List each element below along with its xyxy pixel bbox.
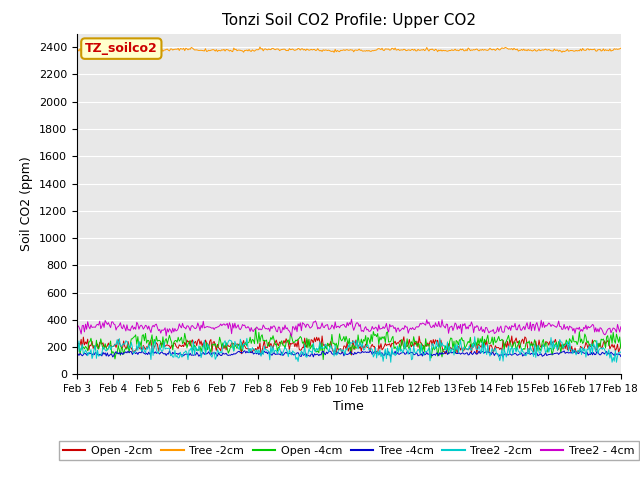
Open -4cm	[369, 329, 377, 335]
X-axis label: Time: Time	[333, 400, 364, 413]
Open -4cm	[337, 336, 344, 342]
Tree -4cm	[520, 352, 527, 358]
Tree -2cm	[399, 47, 406, 53]
Open -2cm	[348, 352, 355, 358]
Tree2 -2cm	[605, 347, 612, 353]
Tree -4cm	[606, 351, 614, 357]
Tree -2cm	[369, 48, 377, 54]
Tree -4cm	[332, 350, 339, 356]
Tree2 - 4cm	[332, 325, 340, 331]
Tree2 -2cm	[397, 348, 404, 354]
Open -4cm	[319, 357, 327, 362]
Line: Tree -2cm: Tree -2cm	[77, 47, 621, 52]
Tree -2cm	[73, 47, 81, 53]
Line: Tree2 -2cm: Tree2 -2cm	[77, 337, 621, 362]
Line: Open -4cm: Open -4cm	[77, 328, 621, 360]
Tree -2cm	[330, 49, 338, 55]
Tree2 - 4cm	[369, 326, 377, 332]
Y-axis label: Soil CO2 (ppm): Soil CO2 (ppm)	[20, 156, 33, 252]
Open -2cm	[332, 350, 340, 356]
Open -4cm	[73, 336, 81, 342]
Line: Tree2 - 4cm: Tree2 - 4cm	[77, 319, 621, 336]
Tree2 -2cm	[332, 343, 339, 348]
Line: Tree -4cm: Tree -4cm	[77, 350, 621, 357]
Open -4cm	[617, 346, 625, 351]
Tree2 -2cm	[73, 346, 81, 352]
Open -2cm	[73, 334, 81, 340]
Tree2 - 4cm	[348, 316, 355, 322]
Line: Open -2cm: Open -2cm	[77, 336, 621, 355]
Open -4cm	[333, 346, 341, 351]
Text: TZ_soilco2: TZ_soilco2	[85, 42, 157, 55]
Tree2 - 4cm	[288, 333, 296, 339]
Tree -2cm	[606, 46, 614, 52]
Open -2cm	[336, 347, 344, 352]
Tree2 -2cm	[471, 334, 479, 340]
Open -4cm	[399, 339, 406, 345]
Tree2 -2cm	[335, 348, 342, 354]
Tree -4cm	[397, 350, 404, 356]
Tree -2cm	[337, 48, 344, 53]
Tree2 - 4cm	[617, 324, 625, 330]
Open -2cm	[606, 346, 614, 352]
Open -4cm	[252, 325, 259, 331]
Tree2 - 4cm	[336, 325, 344, 331]
Tree2 - 4cm	[521, 327, 529, 333]
Tree -2cm	[256, 44, 264, 50]
Open -2cm	[617, 342, 625, 348]
Tree2 -2cm	[617, 349, 625, 355]
Open -4cm	[606, 336, 614, 342]
Title: Tonzi Soil CO2 Profile: Upper CO2: Tonzi Soil CO2 Profile: Upper CO2	[222, 13, 476, 28]
Tree2 - 4cm	[73, 325, 81, 331]
Tree2 - 4cm	[606, 325, 614, 331]
Open -2cm	[399, 338, 406, 344]
Open -2cm	[521, 334, 529, 340]
Open -2cm	[369, 344, 377, 349]
Tree -4cm	[367, 349, 375, 355]
Tree2 - 4cm	[399, 325, 406, 331]
Tree2 -2cm	[520, 349, 527, 355]
Tree -4cm	[499, 354, 507, 360]
Tree -4cm	[335, 350, 342, 356]
Tree -2cm	[333, 48, 341, 53]
Tree2 -2cm	[367, 346, 375, 351]
Tree2 -2cm	[612, 360, 620, 365]
Tree -4cm	[617, 354, 625, 360]
Tree -2cm	[521, 48, 529, 53]
Tree -4cm	[73, 351, 81, 357]
Open -2cm	[318, 333, 326, 339]
Legend: Open -2cm, Tree -2cm, Open -4cm, Tree -4cm, Tree2 -2cm, Tree2 - 4cm: Open -2cm, Tree -2cm, Open -4cm, Tree -4…	[59, 441, 639, 460]
Tree -4cm	[569, 347, 577, 353]
Tree -2cm	[617, 45, 625, 51]
Open -4cm	[521, 347, 529, 352]
